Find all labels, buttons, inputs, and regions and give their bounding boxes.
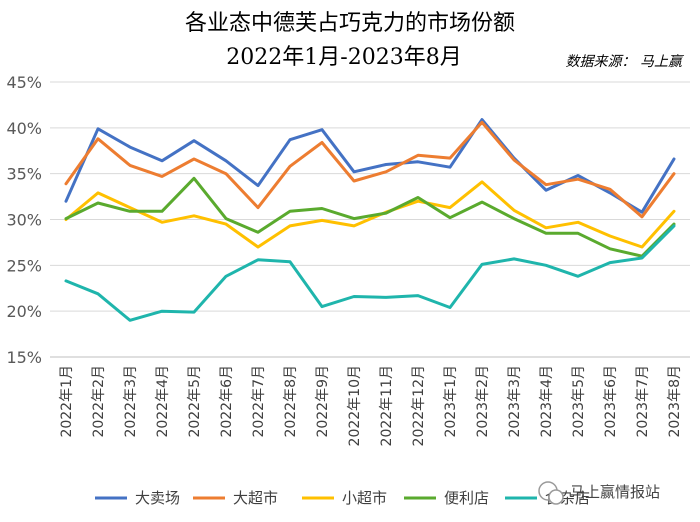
x-tick-label: 2022年12月 <box>411 365 427 446</box>
x-tick-label: 2022年4月 <box>155 365 171 438</box>
legend: 大卖场 大超市 小超市 便利店 食杂店 <box>95 489 590 507</box>
series-lines <box>64 118 676 322</box>
x-tick-label: 2022年6月 <box>219 365 235 438</box>
x-tick-label: 2023年8月 <box>667 365 683 438</box>
chart-subtitle: 2022年1月-2023年8月 <box>226 45 461 70</box>
y-tick-label: 20% <box>6 302 42 321</box>
watermark: 马上赢情报站 <box>538 481 660 505</box>
series-line <box>64 176 676 258</box>
wechat-icon-inner <box>548 489 564 505</box>
y-tick-label: 15% <box>6 348 42 367</box>
x-tick-label: 2023年4月 <box>539 365 555 438</box>
legend-label: 大超市 <box>233 489 278 507</box>
x-tick-label: 2022年1月 <box>59 365 75 438</box>
x-tick-label: 2022年3月 <box>123 365 139 438</box>
y-tick-label: 35% <box>6 165 42 184</box>
series-line <box>64 120 676 219</box>
x-tick-label: 2023年5月 <box>571 365 587 438</box>
x-tick-label: 2023年6月 <box>603 365 619 438</box>
x-axis: 2022年1月 2022年2月 2022年3月 2022年4月 2022年5月 2022年… <box>50 356 690 446</box>
x-tick-label: 2022年10月 <box>347 365 363 446</box>
x-tick-label: 2022年5月 <box>187 365 203 438</box>
x-tick-label: 2022年2月 <box>91 365 107 438</box>
legend-label: 便利店 <box>444 489 489 507</box>
x-tick-label: 2022年8月 <box>283 365 299 438</box>
chart-source: 数据来源： 马上赢 <box>566 54 685 70</box>
chart-title: 各业态中德芙占巧克力的市场份额 <box>185 11 515 36</box>
x-tick-label: 2023年7月 <box>635 365 651 438</box>
x-tick-label: 2023年3月 <box>507 365 523 438</box>
x-tick-label: 2023年2月 <box>475 365 491 438</box>
legend-label: 大卖场 <box>135 489 180 507</box>
y-tick-label: 45% <box>6 73 42 92</box>
y-tick-label: 30% <box>6 211 42 230</box>
y-tick-label: 40% <box>6 119 42 138</box>
series-line <box>64 118 676 214</box>
y-tick-label: 25% <box>6 256 42 275</box>
x-tick-label: 2022年7月 <box>251 365 267 438</box>
x-tick-label: 2022年11月 <box>379 365 395 446</box>
x-tick-label: 2023年1月 <box>443 365 459 438</box>
watermark-text: 马上赢情报站 <box>570 483 660 501</box>
series-line <box>64 224 676 322</box>
series-line <box>64 180 676 249</box>
x-tick-label: 2022年9月 <box>315 365 331 438</box>
y-axis: 15% 20% 25% 30% 35% 40% 45% <box>6 73 42 367</box>
legend-label: 小超市 <box>342 489 387 507</box>
